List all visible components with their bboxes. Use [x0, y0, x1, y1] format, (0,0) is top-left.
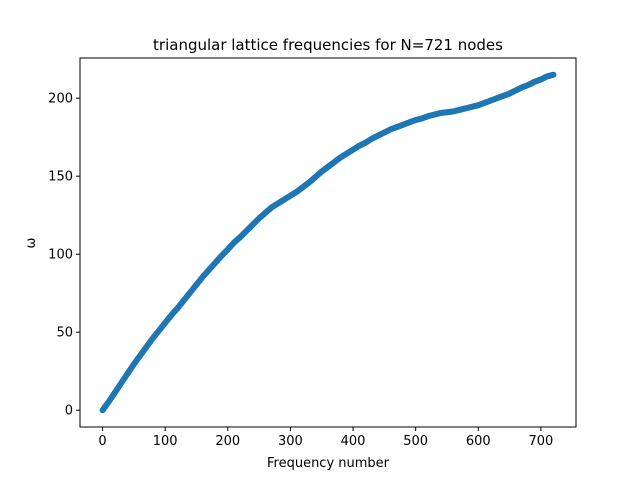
- x-tick-label: 0: [98, 434, 106, 449]
- x-axis: 0 100 200 300 400 500 600 700: [98, 427, 553, 449]
- x-tick-label: 300: [278, 434, 303, 449]
- x-axis-label: Frequency number: [267, 456, 390, 471]
- y-tick-label: 150: [48, 170, 73, 185]
- y-axis: 0 50 100 150 200: [48, 92, 80, 419]
- y-tick-label: 100: [48, 248, 73, 263]
- data-point: [550, 71, 557, 78]
- chart-title: triangular lattice frequencies for N=721…: [153, 36, 503, 54]
- x-tick-label: 600: [466, 434, 491, 449]
- x-tick-label: 200: [215, 434, 240, 449]
- y-tick-label: 50: [56, 326, 73, 341]
- x-tick-label: 100: [153, 434, 178, 449]
- plot-area: [99, 71, 557, 414]
- x-tick-label: 700: [529, 434, 554, 449]
- y-tick-label: 200: [48, 92, 73, 107]
- y-tick-label: 0: [65, 404, 73, 419]
- x-tick-label: 500: [403, 434, 428, 449]
- axes-frame: [79, 57, 577, 428]
- y-axis-label: ω: [24, 238, 39, 249]
- x-tick-label: 400: [341, 434, 366, 449]
